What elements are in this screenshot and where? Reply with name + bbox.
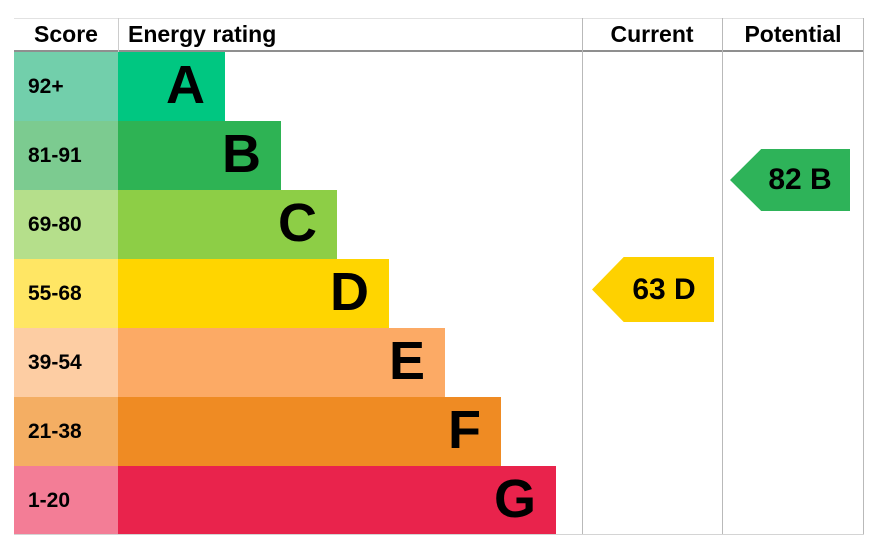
score-range-label: 69-80 [14,190,118,259]
band-bar: B [118,121,281,190]
band-bar: E [118,328,445,397]
band-letter: C [278,192,317,253]
band-row: 92+ A [14,52,864,121]
band-bar: G [118,466,556,535]
band-row: 55-68 D [14,259,864,328]
potential-column-left-border [722,18,723,535]
potential-rating-arrow: 82 B [730,149,850,211]
band-bar: F [118,397,501,466]
band-row: 39-54 E [14,328,864,397]
band-row: 1-20 G [14,466,864,535]
table-bottom-border [14,534,864,535]
rating-table: Score Energy rating Current Potential 92… [14,18,864,535]
band-row: 21-38 F [14,397,864,466]
band-bar: D [118,259,389,328]
score-range-label: 81-91 [14,121,118,190]
band-letter: B [222,123,261,184]
band-row: 69-80 C [14,190,864,259]
band-rows: 92+ A 81-91 B 69-80 C 55-68 D 39-54 E 21… [14,52,864,535]
band-bar: A [118,52,225,121]
current-column-left-border [582,18,583,535]
table-right-border [863,18,864,535]
score-range-label: 92+ [14,52,118,121]
current-rating-label: 63 D [632,272,696,306]
score-range-label: 21-38 [14,397,118,466]
current-column-header: Current [610,21,694,47]
potential-rating-label: 82 B [768,163,832,196]
band-letter: F [448,399,481,460]
band-bar: C [118,190,337,259]
score-range-label: 55-68 [14,259,118,328]
table-header: Score Energy rating Current Potential [14,18,864,52]
score-column-header: Score [34,21,98,47]
energy-rating-column-header: Energy rating [128,21,277,47]
band-row: 81-91 B [14,121,864,190]
band-letter: D [330,261,369,322]
score-range-label: 39-54 [14,328,118,397]
band-letter: A [166,54,205,115]
potential-column-header: Potential [744,21,842,47]
band-letter: E [388,330,425,391]
band-letter: G [493,468,536,529]
score-range-label: 1-20 [14,466,118,535]
score-rating-divider [118,18,119,52]
